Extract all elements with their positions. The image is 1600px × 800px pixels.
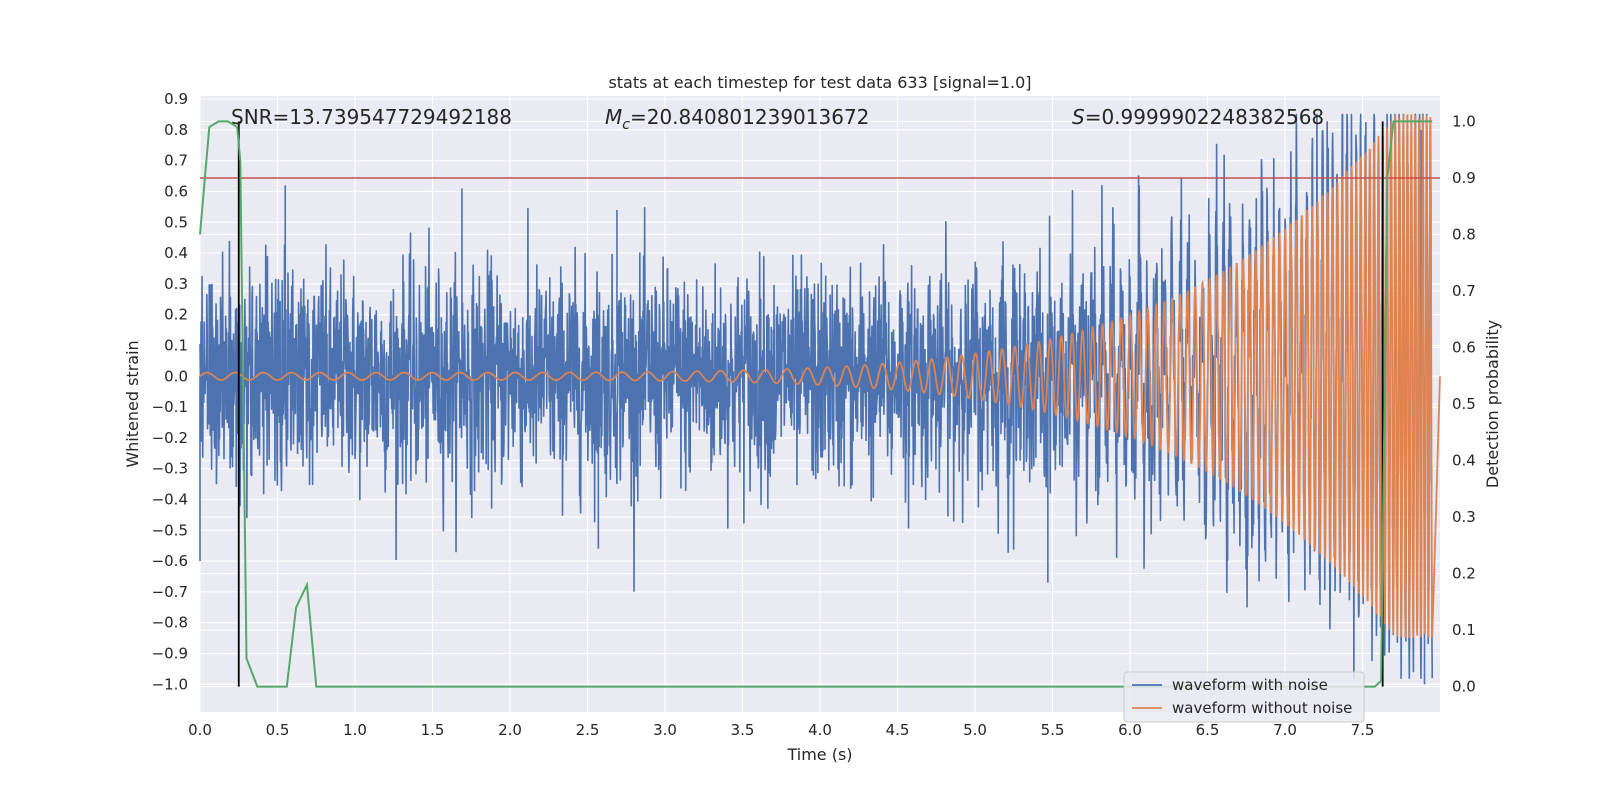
y-tick-label: 0.6 <box>164 182 188 200</box>
chart-title: stats at each timestep for test data 633… <box>608 73 1031 92</box>
y2-tick-label: 0.4 <box>1452 452 1476 470</box>
x-tick-label: 5.5 <box>1041 721 1065 739</box>
chirp-mass-annotation: Mc=20.840801239013672 <box>605 105 869 133</box>
y-tick-label: −0.9 <box>152 644 188 662</box>
y-tick-label: 0.2 <box>164 306 188 324</box>
snr-annotation: SNR=13.739547729492188 <box>231 105 512 129</box>
x-tick-label: 7.5 <box>1351 721 1375 739</box>
x-axis-ticks: 0.0 0.5 1.0 1.5 2.0 2.5 3.0 3.5 4.0 4.5 5.0 5.5 6.0 6… <box>188 721 1374 739</box>
x-tick-label: 6.5 <box>1196 721 1220 739</box>
y2-tick-label: 1.0 <box>1452 112 1476 130</box>
y2-tick-label: 0.3 <box>1452 508 1476 526</box>
y2-tick-label: 0.5 <box>1452 395 1476 413</box>
y2-axis-label: Detection probability <box>1483 320 1502 488</box>
x-tick-label: 4.0 <box>808 721 832 739</box>
x-tick-label: 2.5 <box>576 721 600 739</box>
legend: waveform with noise waveform without noi… <box>1123 671 1365 723</box>
legend-entry-clean: waveform without noise <box>1172 699 1352 717</box>
y2-tick-label: 0.9 <box>1452 169 1476 187</box>
y-tick-label: 0.9 <box>164 90 188 108</box>
y2-tick-label: 0.6 <box>1452 338 1476 356</box>
mc-symbol: M <box>605 105 622 129</box>
mc-value: =20.840801239013672 <box>630 105 869 129</box>
s-symbol: S <box>1072 105 1085 129</box>
y-tick-label: 0.1 <box>164 336 188 354</box>
x-tick-label: 0.0 <box>188 721 212 739</box>
mc-subscript: c <box>622 117 630 133</box>
x-tick-label: 3.0 <box>653 721 677 739</box>
y2-tick-label: 0.7 <box>1452 282 1476 300</box>
legend-entry-noise: waveform with noise <box>1172 676 1328 694</box>
x-tick-label: 0.5 <box>266 721 290 739</box>
y-tick-label: −1.0 <box>152 675 188 693</box>
y2-tick-label: 0.0 <box>1452 678 1476 696</box>
x-axis-label: Time (s) <box>786 745 852 764</box>
x-tick-label: 1.0 <box>343 721 367 739</box>
series-detection-probability <box>199 120 1433 688</box>
y-tick-label: 0.8 <box>164 121 188 139</box>
legend-box <box>1123 671 1365 723</box>
y-tick-label: 0.5 <box>164 213 188 231</box>
y-tick-label: 0.0 <box>164 367 188 385</box>
x-tick-label: 5.0 <box>963 721 987 739</box>
x-tick-label: 3.5 <box>731 721 755 739</box>
y-tick-label: −0.4 <box>152 490 188 508</box>
y-tick-label: −0.5 <box>152 521 188 539</box>
clean-waveform-layer <box>199 114 1441 639</box>
y-tick-label: −0.7 <box>152 583 188 601</box>
x-tick-label: 1.5 <box>421 721 445 739</box>
y2-tick-label: 0.1 <box>1452 621 1476 639</box>
y-axis-label: Whitened strain <box>123 340 142 467</box>
y2-tick-label: 0.8 <box>1452 225 1476 243</box>
x-tick-label: 7.0 <box>1273 721 1297 739</box>
y-tick-label: −0.2 <box>152 429 188 447</box>
y-tick-label: 0.4 <box>164 244 188 262</box>
y-tick-label: −0.6 <box>152 552 188 570</box>
y2-tick-label: 0.2 <box>1452 565 1476 583</box>
y2-axis-ticks: 1.0 0.9 0.8 0.7 0.6 0.5 0.4 0.3 0.2 0.1 0.0 <box>1452 112 1476 695</box>
x-tick-label: 6.0 <box>1118 721 1142 739</box>
s-value: =0.9999902248382568 <box>1085 105 1324 129</box>
y-tick-label: 0.7 <box>164 152 188 170</box>
series-waveform-without-noise <box>199 114 1441 639</box>
x-tick-label: 4.5 <box>886 721 910 739</box>
y-tick-label: −0.3 <box>152 460 188 478</box>
y-tick-label: 0.3 <box>164 275 188 293</box>
y-tick-label: −0.1 <box>152 398 188 416</box>
score-annotation: S=0.9999902248382568 <box>1072 105 1324 129</box>
x-tick-label: 2.0 <box>498 721 522 739</box>
detection-probability-layer <box>199 120 1433 688</box>
y-tick-label: −0.8 <box>152 614 188 632</box>
y-axis-ticks: 0.9 0.8 0.7 0.6 0.5 0.4 0.3 0.2 0.1 0.0 −0.1 −0.2 −0… <box>152 90 188 693</box>
